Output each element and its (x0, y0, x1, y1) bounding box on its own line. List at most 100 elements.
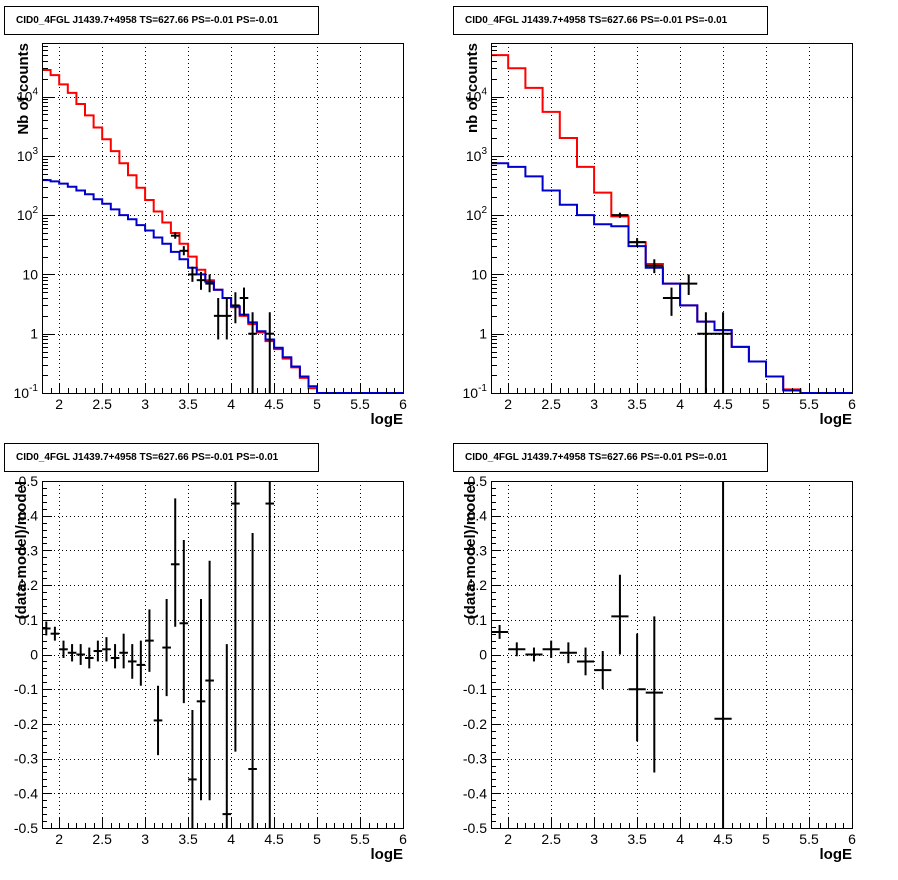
data-point (222, 644, 232, 828)
y-tick-label: 0.4 (468, 508, 488, 524)
panel-title-box: CID0_4FGL J1439.7+4958 TS=627.66 PS=-0.0… (4, 6, 319, 35)
data-point (491, 625, 509, 639)
data-point (265, 481, 275, 828)
y-tick-label: -0.4 (14, 785, 38, 801)
y-tick-label: 0 (30, 647, 38, 663)
y-tick-label: 1 (479, 326, 487, 342)
y-tick-label: -0.2 (14, 716, 38, 732)
x-tick-label: 4.5 (264, 831, 284, 847)
data-point (188, 710, 197, 828)
x-tick-label: 6 (848, 396, 856, 412)
y-tick-label: 0.3 (468, 542, 488, 558)
data-point (680, 274, 698, 295)
data-point (628, 238, 646, 248)
data-point (265, 312, 275, 393)
x-tick-label: 3 (590, 396, 598, 412)
data-point (508, 642, 526, 657)
data-point (119, 633, 128, 669)
y-tick-label-exponent: 3 (32, 146, 38, 157)
x-axis-label: logE (820, 846, 853, 863)
y-tick-label-base: 10 (463, 385, 479, 401)
y-tick-label: 0 (479, 647, 487, 663)
y-tick-label: -0.4 (463, 785, 487, 801)
gridlines (491, 43, 852, 393)
y-tick-label-base: 10 (17, 148, 33, 164)
y-tick-label: 0.1 (19, 612, 39, 628)
gridlines (491, 481, 852, 828)
y-tick-label: 104 (466, 87, 488, 105)
data-point (714, 481, 732, 828)
data-point (628, 633, 646, 742)
data-point (645, 616, 663, 773)
y-tick-label-exponent: 4 (481, 87, 487, 98)
data-point (196, 598, 206, 801)
series-source-model-line (491, 162, 852, 394)
data-point (645, 259, 663, 274)
x-tick-label: 2 (55, 831, 63, 847)
data-point (196, 271, 206, 290)
data-point (576, 647, 595, 676)
panel-title: CID0_4FGL J1439.7+4958 TS=627.66 PS=-0.0… (16, 452, 279, 463)
panel-title: CID0_4FGL J1439.7+4958 TS=627.66 PS=-0.0… (16, 15, 279, 26)
data-points (170, 232, 275, 393)
panel-title: CID0_4FGL J1439.7+4958 TS=627.66 PS=-0.0… (465, 15, 728, 26)
x-tick-label: 4 (227, 396, 235, 412)
y-tick-label: 102 (17, 205, 39, 223)
data-point (93, 640, 103, 662)
data-point (559, 642, 577, 664)
x-tick-label: 3.5 (627, 831, 647, 847)
data-point (170, 498, 180, 627)
y-tick-label: 0.3 (19, 542, 39, 558)
data-point (76, 644, 85, 665)
panel-title-box: CID0_4FGL J1439.7+4958 TS=627.66 PS=-0.0… (4, 443, 319, 472)
gridlines (42, 43, 403, 393)
y-axis-label: (data-model)/model (462, 481, 479, 619)
y-tick-label-base: 10 (466, 89, 482, 105)
y-tick-label: 10 (471, 266, 487, 282)
data-point (248, 533, 257, 828)
title-frame (4, 443, 319, 472)
x-tick-label: 4.5 (713, 831, 733, 847)
x-tick-label: 5.5 (350, 396, 370, 412)
data-point (205, 274, 214, 293)
data-point (50, 626, 60, 641)
y-tick-label: 10-1 (463, 383, 488, 401)
y-tick-label-base: 10 (17, 207, 33, 223)
x-axis-label: logE (820, 411, 853, 428)
x-tick-label: 5.5 (350, 831, 370, 847)
y-tick-label: -0.1 (14, 681, 38, 697)
data-point (213, 298, 223, 340)
x-tick-label: 3 (141, 396, 149, 412)
x-axis-label: logE (371, 411, 404, 428)
y-tick-label-base: 10 (466, 148, 482, 164)
data-point (153, 685, 163, 756)
data-points (42, 481, 275, 828)
x-tick-label: 2 (504, 831, 512, 847)
y-axis: -0.5 -0.4 -0.3 -0.2 -0.1 0 0.1 0.2 0.3 0.4 0.5(dat… (462, 473, 501, 836)
data-point (170, 232, 180, 239)
x-tick-label: 6 (848, 831, 856, 847)
data-point (110, 644, 120, 669)
y-axis-label: (data-model)/model (13, 481, 30, 619)
x-tick-label: 4 (676, 831, 684, 847)
y-tick-label: -0.2 (463, 716, 487, 732)
y-axis: -0.5 -0.4 -0.3 -0.2 -0.1 0 0.1 0.2 0.3 0.4 0.5(dat… (13, 473, 52, 836)
x-tick-label: 6 (399, 831, 407, 847)
data-point (84, 647, 94, 669)
x-tick-label: 2.5 (92, 831, 112, 847)
x-tick-label: 5 (762, 396, 770, 412)
data-point (136, 640, 146, 686)
x-tick-label: 3 (590, 831, 598, 847)
data-point (102, 637, 111, 662)
panel-1: CID0_4FGL J1439.7+4958 TS=627.66 PS=-0.0… (4, 6, 407, 428)
x-tick-label: 5.5 (799, 396, 819, 412)
x-tick-label: 5 (313, 831, 321, 847)
y-tick-label: 103 (17, 146, 39, 164)
data-point (611, 574, 629, 655)
